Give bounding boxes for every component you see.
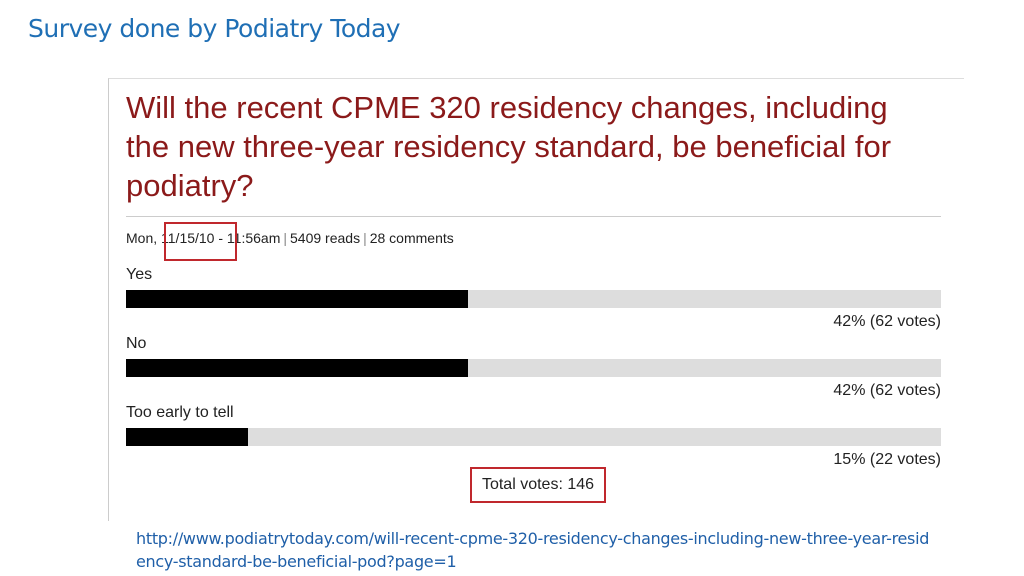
poll-question: Will the recent CPME 320 residency chang… [126,90,892,203]
option-result: 42% (62 votes) [833,313,941,330]
bar [126,359,469,377]
slide-title: Survey done by Podiatry Today [28,14,401,43]
poll-meta: Mon, 11/15/10 - 11:56am | 5409 reads | 28 co… [126,230,454,246]
total-votes: Total votes: 146 [470,467,606,503]
option-label: Too early to tell [126,404,234,421]
option-label: No [126,335,147,352]
bar-track [126,428,941,446]
meta-reads: 5409 reads [290,230,361,246]
bar-track [126,359,941,377]
option-label: Yes [126,266,153,283]
source-link[interactable]: http://www.podiatrytoday.com/will-recent… [136,529,930,571]
meta-day: Mon, [126,230,158,246]
bar [126,290,469,308]
highlight-box [164,222,237,261]
divider [126,216,941,217]
option-result: 42% (62 votes) [833,382,941,399]
bar [126,428,249,446]
option-result: 15% (22 votes) [833,451,941,468]
meta-comments: 28 comments [369,230,454,246]
meta-date: 11/15/10 - [161,230,224,246]
screenshot-frame [108,78,964,521]
bar-track [126,290,941,308]
meta-time: 11:56am [226,230,281,246]
